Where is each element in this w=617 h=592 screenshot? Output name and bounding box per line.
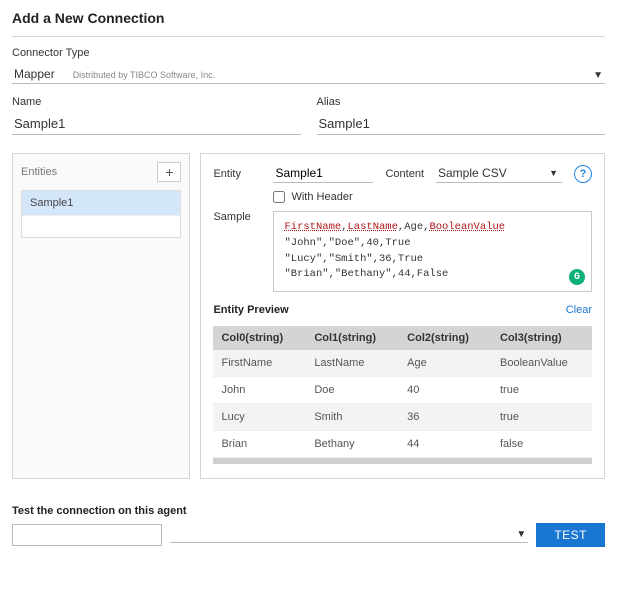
alias-label: Alias [317,96,606,108]
clear-link[interactable]: Clear [566,304,592,316]
entity-list: Sample1 [21,190,181,238]
with-header-label: With Header [291,191,352,203]
table-row: BrianBethany44false [213,431,592,458]
table-header: Col3(string) [492,326,592,350]
connector-type-select[interactable]: Mapper Distributed by TIBCO Software, In… [12,63,605,84]
table-cell: LastName [306,350,399,377]
table-header: Col1(string) [306,326,399,350]
with-header-checkbox[interactable]: With Header [273,191,592,203]
table-cell: Brian [213,431,306,458]
chevron-down-icon: ▼ [593,70,603,81]
entity-preview-title: Entity Preview [213,304,288,316]
grammarly-icon: G [569,269,585,285]
table-cell: 44 [399,431,492,458]
table-footer-bar [213,458,592,464]
sample-textarea[interactable]: FirstName,LastName,Age,BooleanValue"John… [273,211,592,292]
entities-title: Entities [21,166,57,178]
help-icon[interactable]: ? [574,165,592,183]
content-select[interactable]: Sample CSV ▼ [436,164,562,183]
table-cell: Bethany [306,431,399,458]
connector-type-label: Connector Type [12,47,605,59]
name-label: Name [12,96,301,108]
entity-item[interactable]: Sample1 [22,191,180,215]
table-cell: FirstName [213,350,306,377]
page-title: Add a New Connection [12,10,605,26]
preview-table: Col0(string)Col1(string)Col2(string)Col3… [213,326,592,458]
entity-blank-row [22,215,180,237]
connector-type-value: Mapper [14,67,55,81]
sample-label: Sample [213,211,261,223]
table-cell: true [492,377,592,404]
table-cell: Smith [306,404,399,431]
table-header: Col0(string) [213,326,306,350]
table-row: JohnDoe40true [213,377,592,404]
chevron-down-icon: ▼ [549,168,558,178]
table-header: Col2(string) [399,326,492,350]
table-cell: Doe [306,377,399,404]
chevron-down-icon: ▼ [516,529,526,540]
table-cell: Lucy [213,404,306,431]
table-cell: false [492,431,592,458]
entity-field-label: Entity [213,168,261,180]
content-field-label: Content [385,168,424,180]
table-cell: Age [399,350,492,377]
add-entity-button[interactable]: + [157,162,181,182]
test-button[interactable]: TEST [536,523,605,547]
table-row: LucySmith36true [213,404,592,431]
content-select-value: Sample CSV [438,166,507,180]
divider [12,36,605,37]
config-panel: Entity Content Sample CSV ▼ ? With Heade… [200,153,605,479]
entities-panel: Entities + Sample1 [12,153,190,479]
table-row: FirstNameLastNameAgeBooleanValue [213,350,592,377]
name-input[interactable] [12,112,301,135]
agent-select[interactable]: ▼ [170,527,528,543]
table-cell: John [213,377,306,404]
with-header-input[interactable] [273,191,285,203]
table-cell: BooleanValue [492,350,592,377]
connector-distributed-by: Distributed by TIBCO Software, Inc. [73,70,215,80]
agent-text-input[interactable] [12,524,162,546]
table-cell: 36 [399,404,492,431]
footer-label: Test the connection on this agent [12,505,605,517]
entity-field-input[interactable] [273,164,373,183]
alias-input[interactable] [317,112,606,135]
table-cell: true [492,404,592,431]
table-cell: 40 [399,377,492,404]
